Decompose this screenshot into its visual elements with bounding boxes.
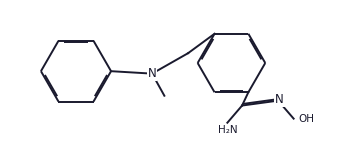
Text: H₂N: H₂N bbox=[218, 125, 237, 135]
Text: N: N bbox=[148, 67, 157, 80]
Text: OH: OH bbox=[299, 114, 315, 124]
Text: N: N bbox=[275, 93, 284, 106]
